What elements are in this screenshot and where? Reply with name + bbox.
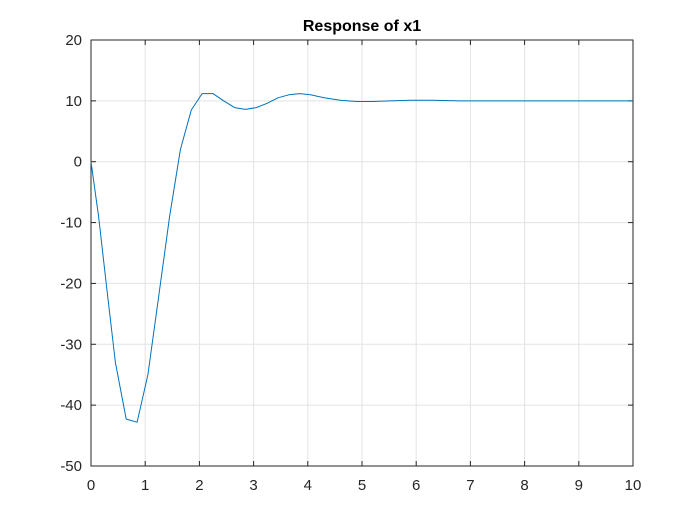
chart-title: Response of x1	[303, 18, 421, 35]
x-tick-label: 10	[625, 477, 642, 494]
y-tick-label: -40	[60, 397, 82, 414]
x-tick-label: 1	[141, 477, 149, 494]
x-tick-label: 2	[195, 477, 203, 494]
x-tick-label: 5	[358, 477, 366, 494]
x-tick-label: 3	[249, 477, 257, 494]
y-tick-label: -50	[60, 458, 82, 475]
series-group	[90, 93, 633, 423]
y-tick-label: 10	[65, 93, 82, 110]
y-tick-label: -20	[60, 275, 82, 292]
x-tick-label: 0	[87, 477, 95, 494]
y-tick-label: -30	[60, 336, 82, 353]
series-line	[90, 93, 633, 423]
x-tick-label: 9	[575, 477, 583, 494]
x-tick-label: 6	[412, 477, 420, 494]
y-tick-label: 0	[74, 154, 82, 171]
x-axis-ticks: 0 1 2 3 4 5 6 7 8 9 10	[87, 40, 642, 494]
y-axis-ticks: -50 -40 -30 -20 -10 0 10 20	[60, 32, 633, 475]
x-tick-label: 8	[520, 477, 528, 494]
y-tick-label: 20	[65, 32, 82, 49]
x-tick-label: 4	[304, 477, 312, 494]
y-tick-label: -10	[60, 215, 82, 232]
x-tick-label: 7	[466, 477, 474, 494]
